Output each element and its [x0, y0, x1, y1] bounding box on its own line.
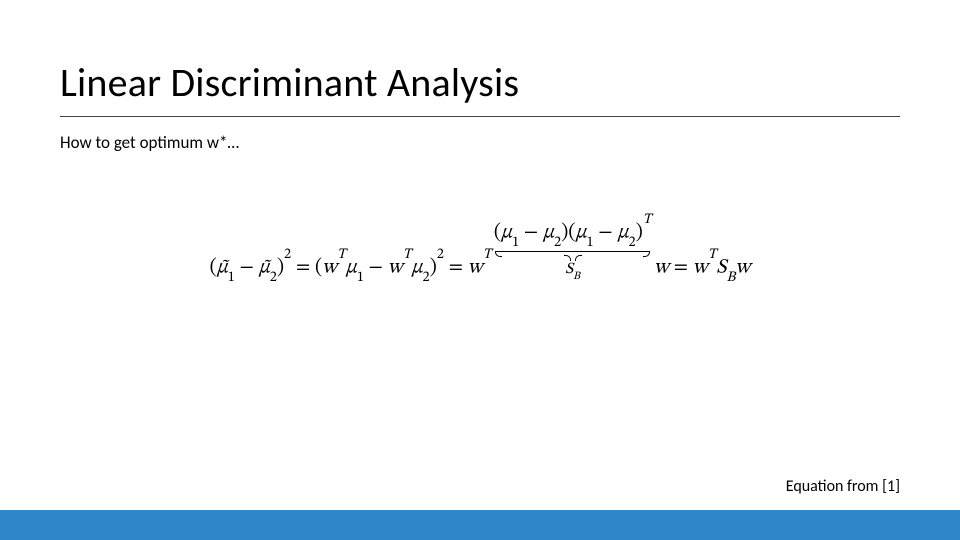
eq-mu: μ — [617, 223, 628, 243]
eq-mu-tilde: μ̃ — [217, 258, 228, 278]
eq-B: B — [573, 270, 580, 282]
eq-w: w — [468, 258, 483, 278]
eq-mu: μ — [346, 258, 357, 278]
eq-w: w — [693, 258, 708, 278]
equation-container: (μ̃1 − μ̃2)2 = (wTμ1 − wTμ2)2 = wT (μ1 −… — [60, 220, 900, 283]
eq-sub-2: 2 — [554, 236, 561, 250]
eq-S: S — [565, 261, 573, 277]
title-underline — [60, 116, 900, 117]
eq-underbrace-content: (μ1 − μ2)(μ1 − μ2)T — [494, 220, 652, 249]
eq-B: B — [727, 271, 736, 285]
subtitle: How to get optimum w*… — [60, 132, 239, 153]
eq-paren: ) — [277, 258, 284, 278]
eq-w: w — [388, 258, 403, 278]
eq-minus: − — [519, 223, 543, 243]
eq-sub-2: 2 — [270, 271, 277, 285]
eq-paren: ) — [430, 258, 437, 278]
eq-mu: μ — [575, 223, 586, 243]
eq-S: S — [716, 258, 726, 278]
eq-sub-1: 1 — [228, 271, 235, 285]
eq-mu: μ — [501, 223, 512, 243]
eq-sub-2: 2 — [423, 271, 430, 285]
eq-mu: μ — [411, 258, 422, 278]
eq-minus: − — [364, 258, 388, 278]
eq-sub-1: 1 — [512, 236, 519, 250]
eq-paren: ( — [210, 258, 217, 278]
citation: Equation from [1] — [786, 477, 900, 496]
eq-T: T — [708, 248, 717, 262]
accent-bottom-bar — [0, 510, 960, 540]
eq-sub-2: 2 — [628, 236, 635, 250]
eq-sq: 2 — [284, 248, 291, 262]
eq-sq: 2 — [437, 248, 444, 262]
lda-equation: (μ̃1 − μ̃2)2 = (wTμ1 − wTμ2)2 = wT (μ1 −… — [210, 220, 751, 283]
eq-T: T — [643, 213, 652, 227]
eq-equals: = — [674, 258, 693, 278]
eq-equals: = — [449, 258, 468, 278]
eq-paren: ) — [636, 223, 643, 243]
eq-mu-tilde: μ̃ — [259, 258, 270, 278]
eq-sub-1: 1 — [357, 271, 364, 285]
eq-brace-line — [496, 251, 650, 255]
page-title: Linear Discriminant Analysis — [60, 58, 519, 107]
eq-w: w — [322, 258, 337, 278]
eq-paren: ( — [494, 223, 501, 243]
eq-sub-1: 1 — [587, 236, 594, 250]
eq-minus: − — [594, 223, 618, 243]
eq-T: T — [483, 248, 492, 262]
eq-w: w — [735, 258, 750, 278]
eq-underbrace: (μ1 − μ2)(μ1 − μ2)TSB — [494, 220, 652, 280]
eq-minus: − — [235, 258, 259, 278]
eq-equals: = — [296, 258, 315, 278]
eq-T: T — [337, 248, 346, 262]
eq-w: w — [654, 258, 669, 278]
eq-mu: μ — [543, 223, 554, 243]
eq-T: T — [403, 248, 412, 262]
slide: Linear Discriminant Analysis How to get … — [0, 0, 960, 540]
